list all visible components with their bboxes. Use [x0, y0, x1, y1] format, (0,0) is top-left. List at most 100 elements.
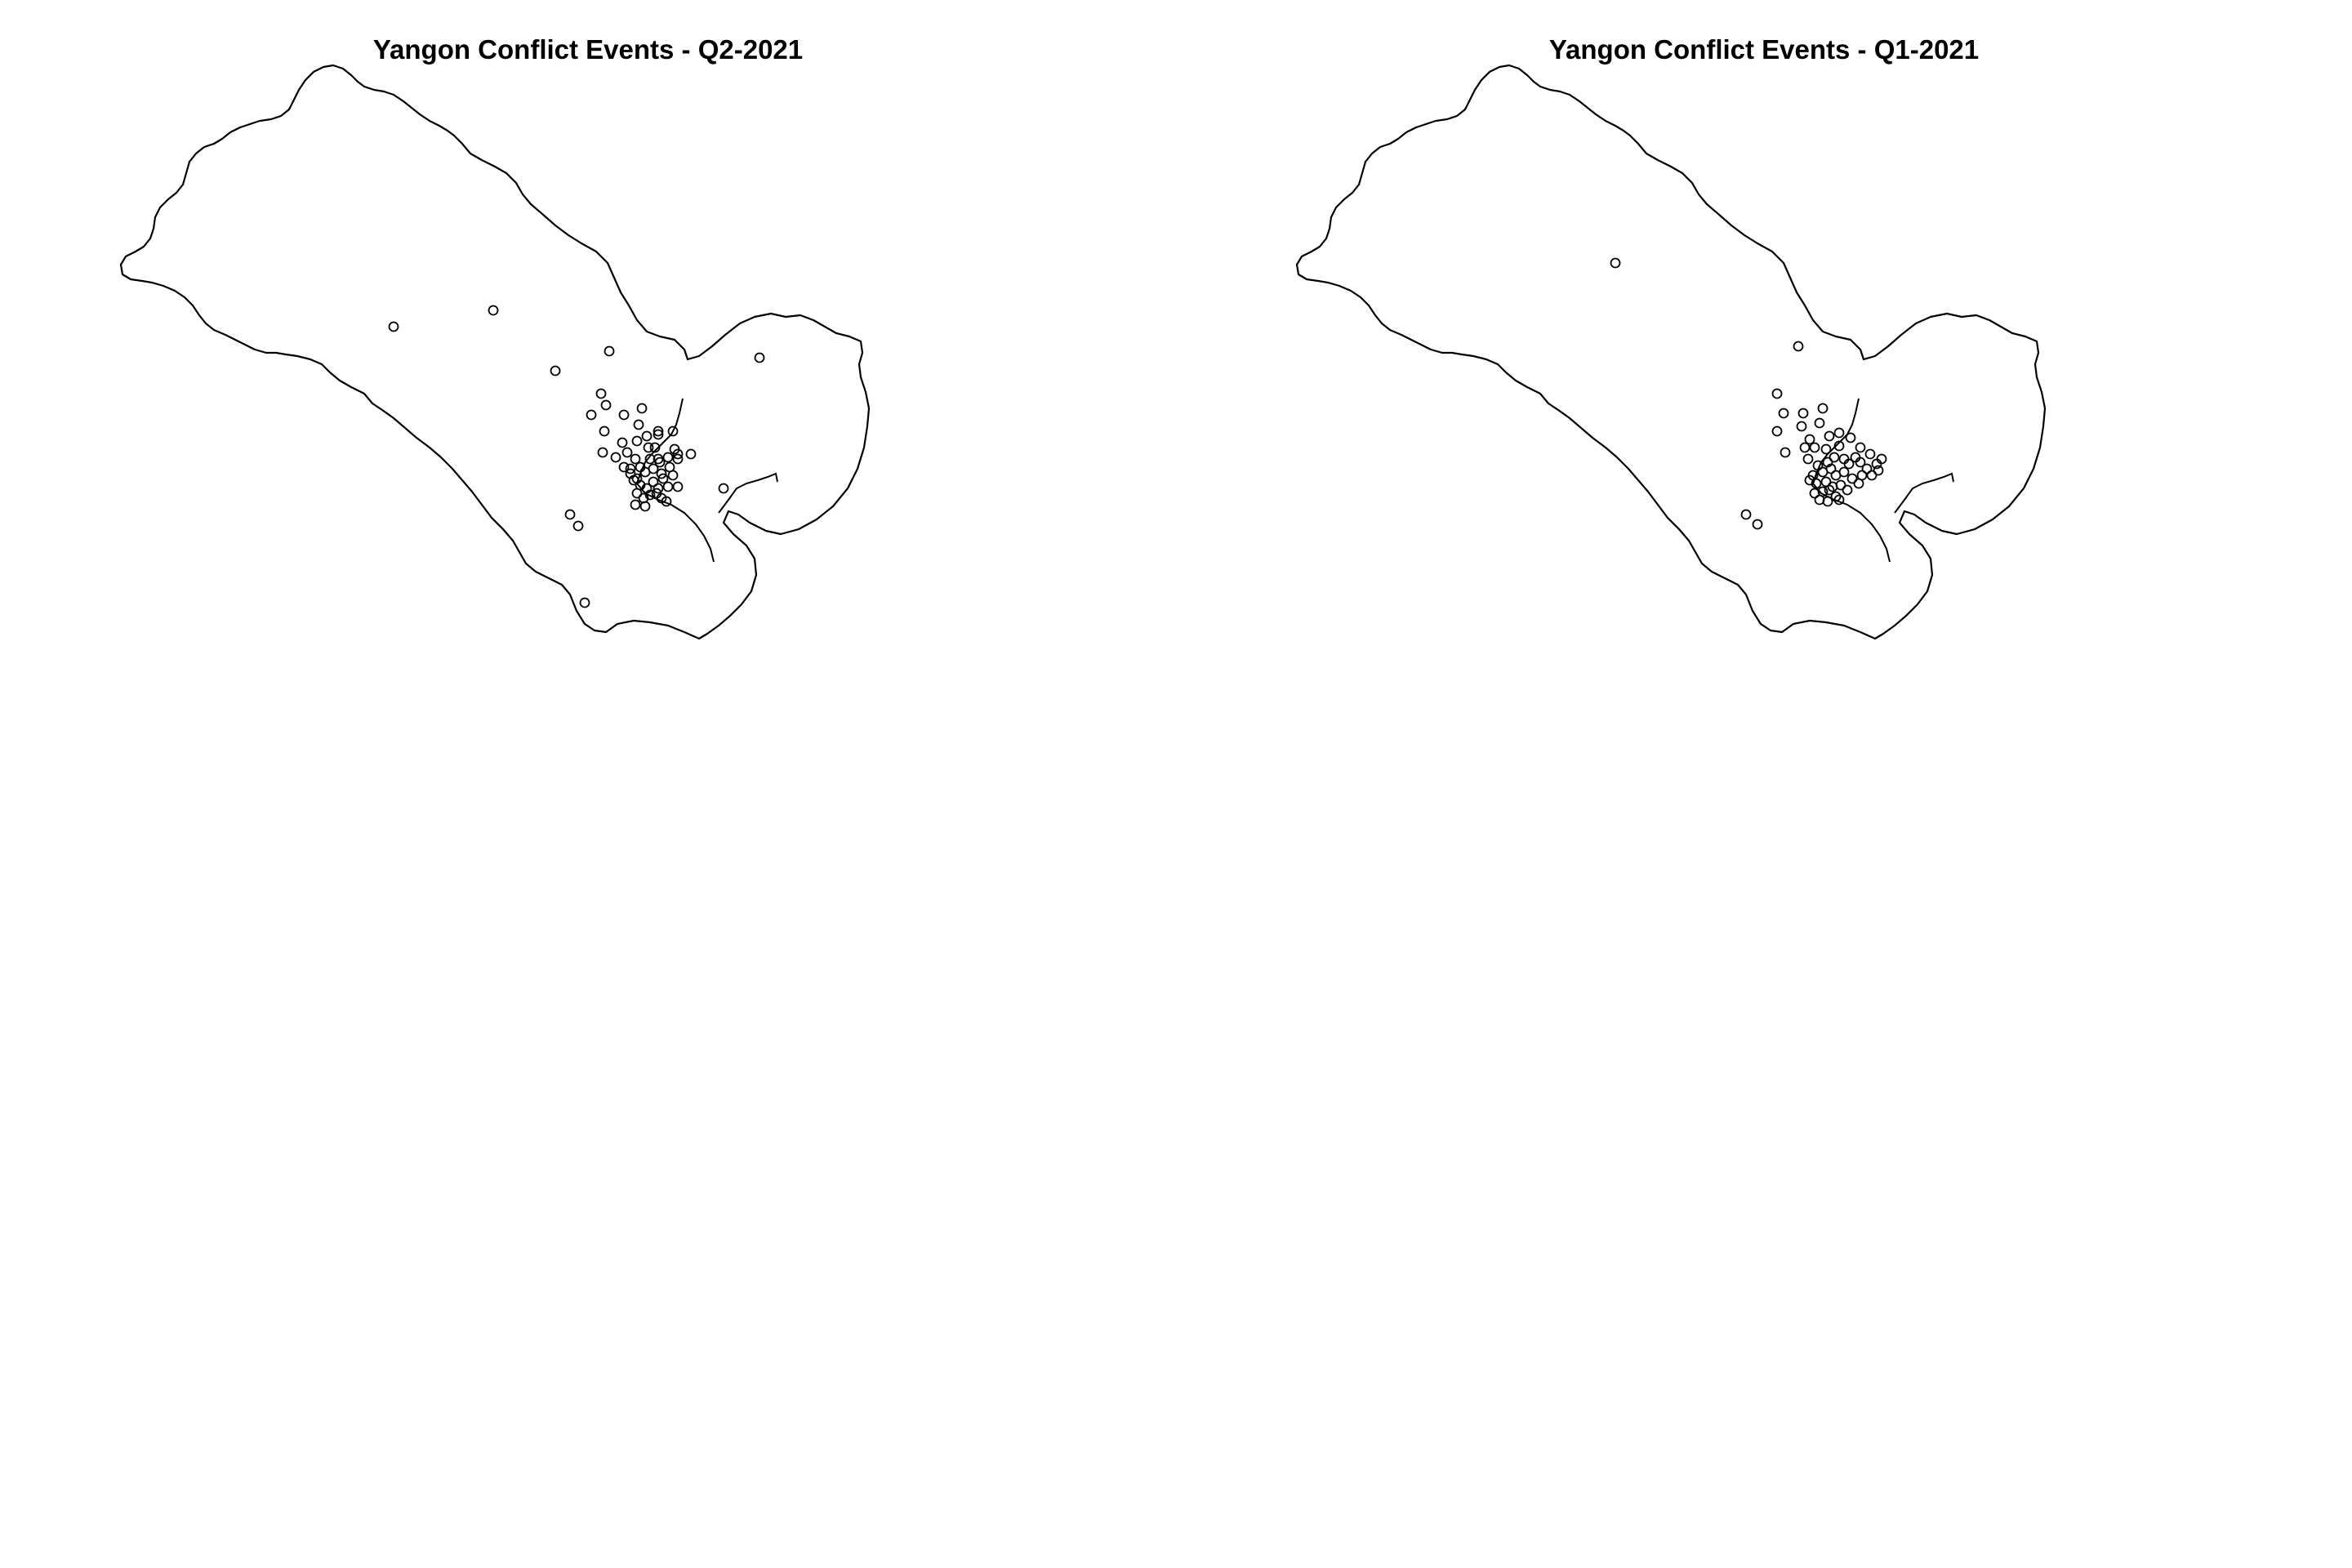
- conflict-event-marker: [1809, 488, 1820, 499]
- conflict-event-marker: [636, 403, 648, 414]
- conflict-event-marker: [1864, 448, 1876, 460]
- region-boundary: [1295, 64, 2047, 640]
- conflict-event-marker: [1845, 432, 1856, 443]
- conflict-event-marker: [1866, 470, 1878, 481]
- conflict-event-marker: [1861, 463, 1873, 474]
- conflict-event-marker: [672, 448, 684, 460]
- conflict-event-marker: [685, 448, 697, 460]
- conflict-event-marker: [631, 488, 643, 499]
- conflict-event-marker: [1824, 430, 1835, 442]
- conflict-event-marker: [1855, 442, 1866, 453]
- region-boundary: [119, 64, 871, 640]
- conflict-event-marker: [1804, 474, 1815, 486]
- conflict-event-marker: [1752, 519, 1763, 530]
- conflict-event-marker: [1833, 427, 1845, 439]
- conflict-event-marker: [672, 481, 684, 492]
- conflict-event-marker: [1855, 457, 1866, 468]
- conflict-event-marker: [718, 483, 729, 494]
- conflict-event-marker: [1771, 388, 1783, 399]
- conflict-event-marker: [662, 452, 674, 463]
- conflict-event-marker: [1820, 443, 1832, 455]
- conflict-event-marker: [1814, 417, 1825, 429]
- conflict-event-marker: [657, 473, 669, 484]
- conflict-event-marker: [610, 452, 621, 463]
- conflict-event-marker: [1824, 484, 1835, 496]
- map-title: Yangon Conflict Events - Q2-2021: [372, 34, 804, 65]
- conflict-event-marker: [648, 463, 659, 474]
- conflict-event-marker: [653, 425, 664, 437]
- conflict-event-marker: [643, 442, 654, 453]
- conflict-event-marker: [631, 435, 643, 447]
- map-panel-q1-2021: Yangon Conflict Events - Q1-2021: [1176, 0, 2352, 1568]
- conflict-event-marker: [1809, 442, 1820, 453]
- conflict-event-marker: [1846, 473, 1858, 484]
- conflict-event-marker: [618, 409, 630, 421]
- conflict-event-marker: [656, 468, 667, 479]
- conflict-event-marker: [1780, 447, 1791, 458]
- conflict-event-marker: [1833, 494, 1845, 506]
- conflict-event-marker: [1812, 460, 1824, 471]
- conflict-event-marker: [1838, 466, 1850, 478]
- conflict-event-marker: [1610, 257, 1621, 269]
- conflict-event-marker: [1793, 341, 1804, 352]
- conflict-event-marker: [618, 461, 630, 473]
- conflict-event-marker: [667, 470, 679, 481]
- conflict-event-marker: [621, 447, 633, 458]
- conflict-event-marker: [388, 321, 399, 332]
- conflict-event-marker: [641, 430, 653, 442]
- conflict-event-marker: [639, 501, 651, 512]
- conflict-event-marker: [1829, 452, 1840, 463]
- conflict-event-marker: [579, 597, 590, 608]
- conflict-event-marker: [630, 453, 641, 465]
- map-panel-q2-2021: Yangon Conflict Events - Q2-2021: [119, 34, 871, 640]
- conflict-event-marker: [625, 463, 636, 474]
- conflict-event-marker: [1771, 425, 1783, 437]
- conflict-event-marker: [1833, 440, 1845, 452]
- conflict-event-marker: [653, 429, 664, 440]
- conflict-event-marker: [644, 489, 656, 501]
- conflict-event-marker: [1814, 494, 1825, 506]
- conflict-event-marker: [654, 457, 666, 468]
- conflict-event-marker: [1804, 434, 1815, 445]
- conflict-event-marker: [648, 476, 659, 488]
- conflict-event-marker: [1835, 479, 1846, 491]
- conflict-event-marker: [672, 453, 684, 465]
- conflict-event-marker: [1802, 453, 1814, 465]
- conflict-event-marker: [617, 437, 628, 448]
- conflict-event-marker: [662, 481, 674, 492]
- conflict-event-marker: [1856, 470, 1868, 481]
- conflict-event-marker: [1876, 453, 1887, 465]
- conflict-event-marker: [1817, 403, 1829, 414]
- conflict-event-marker: [1740, 509, 1752, 520]
- conflict-event-marker: [564, 509, 576, 520]
- conflict-event-marker: [633, 419, 644, 430]
- conflict-event-marker: [572, 520, 584, 532]
- conflict-event-marker: [1842, 484, 1853, 496]
- conflict-event-marker: [597, 447, 608, 458]
- conflict-event-marker: [630, 499, 641, 510]
- conflict-event-marker: [586, 409, 597, 421]
- conflict-event-marker: [1799, 442, 1811, 453]
- conflict-event-marker: [1796, 421, 1807, 432]
- conflict-event-marker: [1778, 408, 1789, 419]
- yangon-map-q2: [119, 64, 871, 640]
- conflict-event-marker: [600, 399, 612, 411]
- conflict-event-marker: [599, 425, 610, 437]
- conflict-event-marker: [1822, 496, 1833, 507]
- yangon-map-q1: [1295, 64, 2047, 640]
- conflict-event-marker: [595, 388, 607, 399]
- conflict-event-marker: [661, 496, 672, 507]
- conflict-event-marker: [1830, 491, 1842, 502]
- conflict-event-marker: [488, 305, 499, 316]
- conflict-event-marker: [1873, 465, 1884, 476]
- conflict-event-marker: [550, 365, 561, 376]
- conflict-event-marker: [1825, 463, 1837, 474]
- conflict-event-marker: [754, 352, 765, 363]
- conflict-event-marker: [644, 453, 656, 465]
- conflict-event-marker: [653, 483, 664, 494]
- conflict-event-marker: [604, 345, 615, 357]
- conflict-event-marker: [1843, 458, 1855, 470]
- conflict-event-marker: [1797, 408, 1809, 419]
- map-title: Yangon Conflict Events - Q1-2021: [1548, 34, 1980, 65]
- conflict-event-marker: [649, 442, 661, 453]
